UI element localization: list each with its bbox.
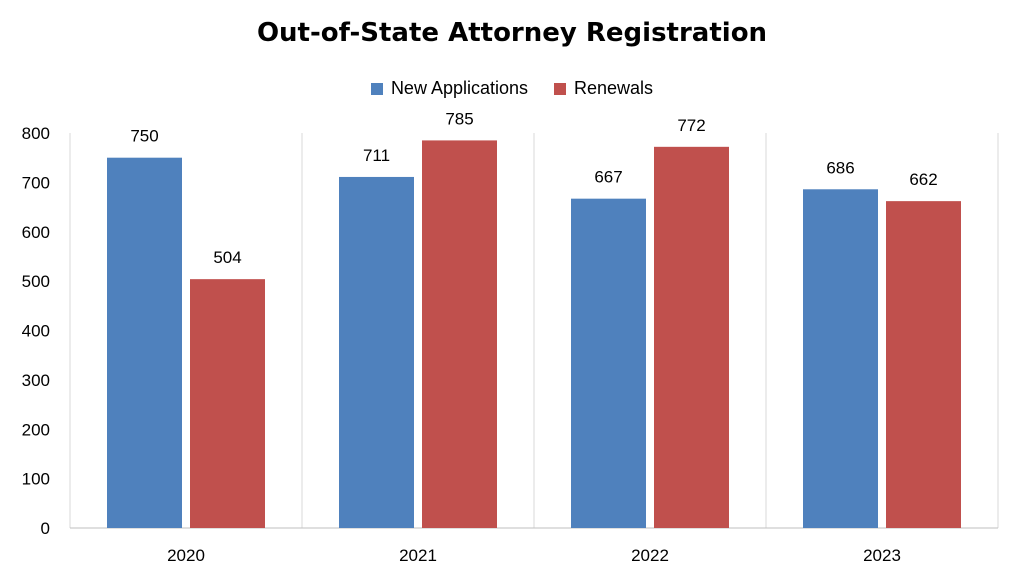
data-label: 750 [130,127,158,146]
data-label: 662 [909,170,937,189]
y-tick-label: 300 [22,371,50,390]
data-label: 711 [363,146,390,165]
bar-new-applications-2022 [571,198,646,528]
y-tick-label: 0 [41,519,50,538]
legend-swatch-new-applications [370,82,383,95]
data-label: 785 [445,109,473,128]
legend-item-new-applications: New Applications [370,78,529,99]
y-tick-label: 700 [22,173,50,192]
bar-new-applications-2021 [339,176,414,528]
x-tick-label: 2022 [631,546,669,565]
legend-label-renewals: Renewals [574,78,654,98]
bar-renewals-2023 [886,201,961,528]
y-tick-label: 200 [22,420,50,439]
data-label: 772 [677,116,705,135]
data-label: 686 [826,158,854,177]
y-tick-label: 500 [22,272,50,291]
bar-new-applications-2023 [803,189,878,528]
data-label: 667 [594,168,622,187]
data-label: 504 [213,248,241,267]
x-tick-label: 2023 [863,546,901,565]
bar-renewals-2020 [190,279,265,528]
legend-label-new-applications: New Applications [390,78,529,98]
legend-item-renewals: Renewals [554,78,653,99]
bar-new-applications-2020 [107,157,182,528]
y-tick-label: 400 [22,322,50,341]
legend-swatch-renewals [554,82,567,95]
x-tick-label: 2020 [167,546,205,565]
y-tick-label: 100 [22,470,50,489]
legend: New Applications Renewals [0,78,1024,99]
y-tick-label: 800 [22,124,50,143]
bar-renewals-2022 [654,146,729,528]
chart-title: Out-of-State Attorney Registration [256,18,768,48]
x-tick-label: 2021 [399,546,437,565]
bar-renewals-2021 [422,140,497,528]
y-tick-label: 600 [22,223,50,242]
